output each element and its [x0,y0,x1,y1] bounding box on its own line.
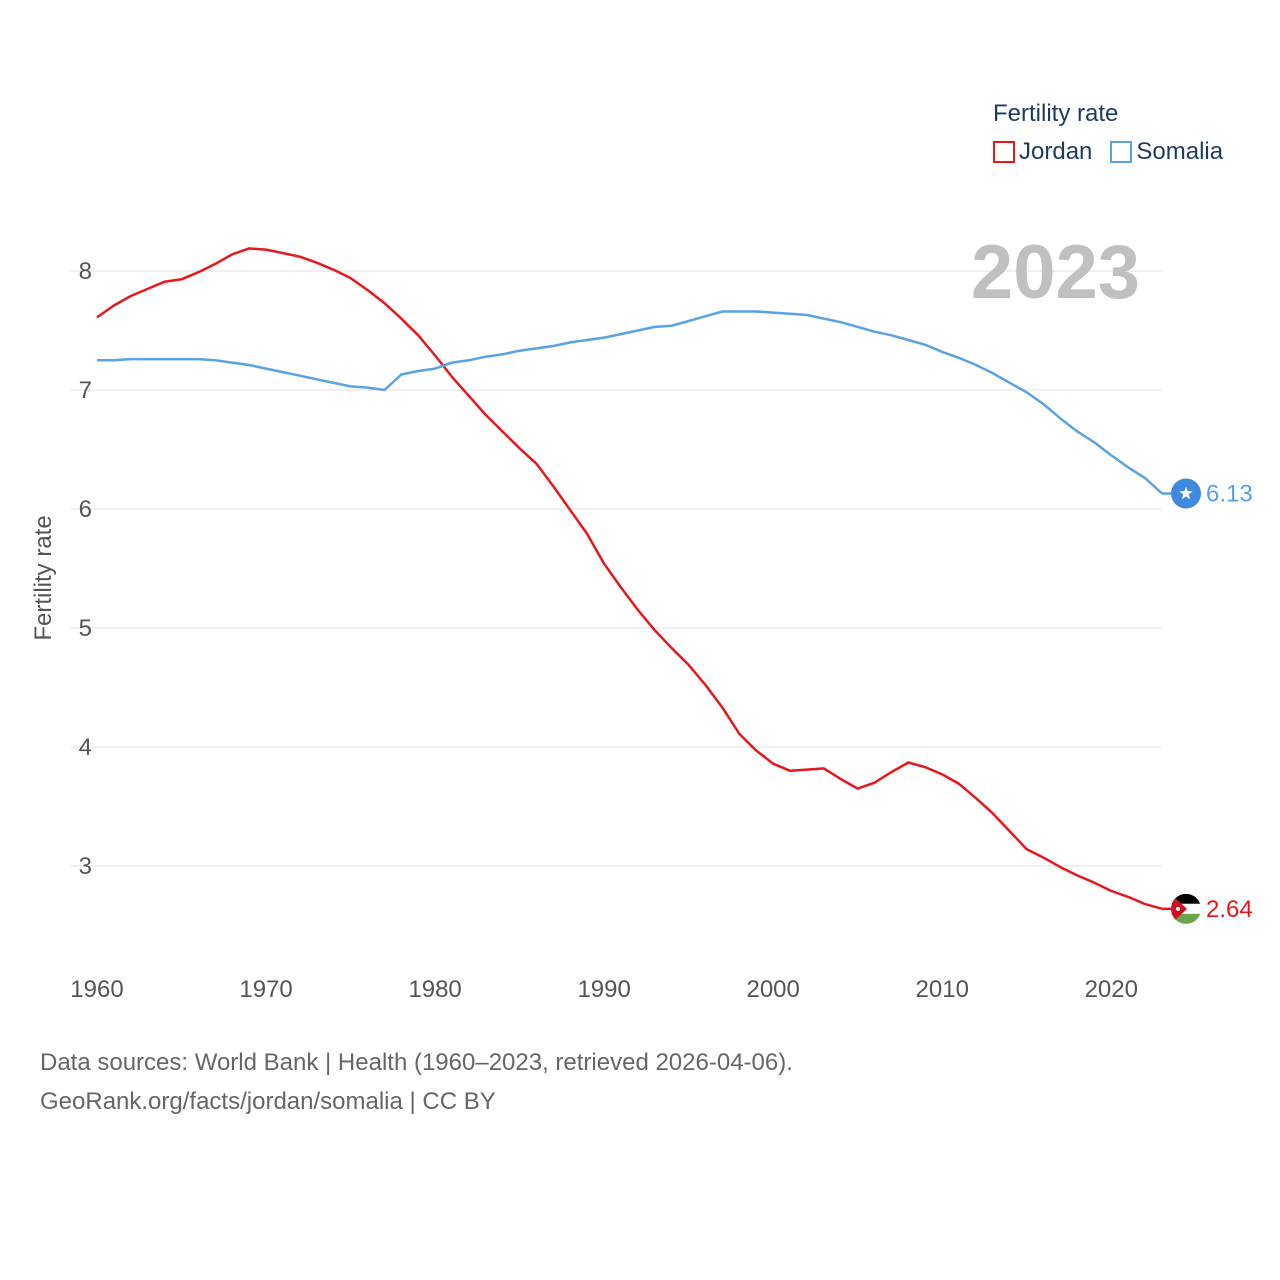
somalia-flag-icon [1171,478,1201,509]
somalia-flag-star [1179,486,1193,500]
legend-item-somalia[interactable]: Somalia [1110,138,1223,166]
legend-swatch-somalia [1110,141,1133,163]
x-tick-1990: 1990 [577,976,630,1003]
gridlines [70,270,1162,867]
y-tick-6: 6 [79,496,92,523]
legend-title: Fertility rate [993,100,1119,127]
x-tick-2010: 2010 [916,976,969,1003]
y-tick-4: 4 [79,734,92,761]
series-lines [96,247,1172,911]
x-tick-labels: 1960 1970 1980 1990 2000 2010 2020 [70,976,1138,1003]
jordan-flag-icon [1171,893,1201,924]
series-line-somalia [97,310,1163,495]
series-end-markers: 2.64 6.13 [1171,478,1253,924]
y-tick-labels: 3 4 5 6 7 8 [79,258,92,880]
legend-label-jordan: Jordan [1019,138,1093,165]
end-label-somalia: 6.13 [1206,481,1253,508]
jordan-flag-green-band [1171,913,1201,924]
legend-label-somalia: Somalia [1136,138,1224,165]
legend-swatch-jordan [993,141,1015,163]
data-sources: Data sources: World Bank | Health (1960–… [40,1043,793,1121]
legend: Fertility rate Jordan Somalia [993,100,1223,166]
x-tick-1960: 1960 [70,976,123,1003]
attribution-line[interactable]: GeoRank.org/facts/jordan/somalia | CC BY [40,1088,496,1115]
y-tick-8: 8 [79,258,92,285]
y-axis-label: Fertility rate [30,515,57,640]
sources-line: Data sources: World Bank | Health (1960–… [40,1049,793,1076]
y-tick-7: 7 [79,377,92,404]
jordan-flag-star [1176,906,1180,911]
x-tick-1970: 1970 [239,976,292,1003]
year-watermark: 2023 [971,230,1140,315]
y-tick-5: 5 [79,615,92,642]
x-tick-1980: 1980 [408,976,461,1003]
x-tick-2020: 2020 [1085,976,1138,1003]
x-tick-2000: 2000 [746,976,799,1003]
jordan-flag-black-band [1171,893,1201,904]
end-label-jordan: 2.64 [1206,896,1253,923]
legend-item-jordan[interactable]: Jordan [993,138,1092,166]
series-line-jordan [96,247,1163,911]
y-tick-3: 3 [79,853,92,880]
